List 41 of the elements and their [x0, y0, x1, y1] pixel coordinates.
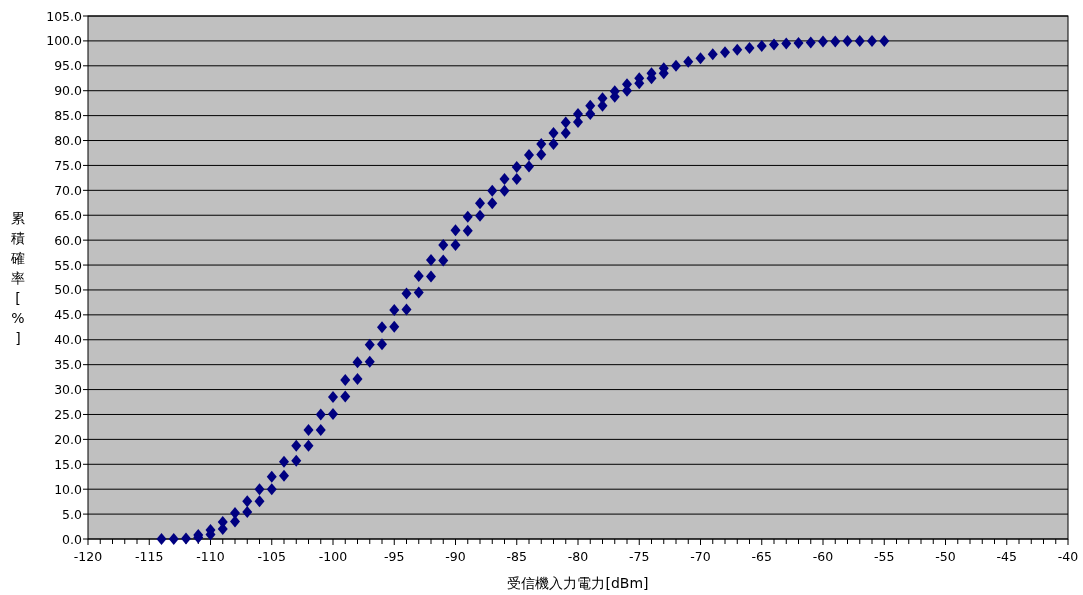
y-tick-label: 105.0 — [46, 8, 83, 24]
x-tick-label: -80 — [567, 549, 589, 564]
y-tick-label: 80.0 — [54, 133, 83, 149]
x-tick-label: -120 — [73, 549, 103, 564]
y-tick-label: 65.0 — [54, 207, 83, 223]
x-tick-label: -45 — [996, 549, 1017, 564]
x-tick-label: -65 — [751, 549, 772, 564]
x-tick-label: -105 — [257, 549, 286, 564]
x-tick-label: -100 — [318, 549, 348, 564]
x-tick-label: -70 — [690, 549, 711, 564]
x-tick-label: -95 — [384, 549, 405, 564]
y-tick-label: 30.0 — [54, 382, 83, 398]
y-axis-title: 累積確率[%] — [10, 209, 25, 346]
x-tick-label: -110 — [196, 549, 225, 564]
y-tick-label: 55.0 — [54, 257, 83, 273]
x-axis-title: 受信機入力電力[dBm] — [507, 575, 649, 591]
x-tick-label: -75 — [629, 549, 650, 564]
y-tick-label: 5.0 — [62, 506, 83, 522]
y-tick-label: 20.0 — [54, 431, 83, 447]
y-tick-label: 100.0 — [46, 33, 83, 49]
x-tick-label: -85 — [506, 549, 527, 564]
y-tick-label: 60.0 — [54, 232, 83, 248]
x-tick-label: -50 — [935, 549, 956, 564]
y-tick-label: 35.0 — [54, 357, 83, 373]
y-tick-label: 40.0 — [54, 332, 83, 348]
x-tick-label: -90 — [445, 549, 466, 564]
y-tick-label: 85.0 — [54, 108, 83, 124]
x-tick-label: -40 — [1057, 549, 1079, 564]
y-tick-label: 0.0 — [62, 531, 83, 547]
y-tick-label: 95.0 — [54, 58, 83, 74]
x-tick-label: -55 — [874, 549, 895, 564]
x-tick-label: -115 — [135, 549, 164, 564]
y-tick-label: 25.0 — [54, 406, 83, 422]
y-tick-label: 75.0 — [54, 157, 83, 173]
y-tick-label: 70.0 — [54, 182, 83, 198]
y-tick-label: 10.0 — [54, 481, 83, 497]
x-tick-label: -60 — [812, 549, 834, 564]
y-tick-label: 15.0 — [54, 456, 83, 472]
y-tick-label: 45.0 — [54, 307, 83, 323]
y-tick-label: 90.0 — [54, 83, 83, 99]
y-tick-label: 50.0 — [54, 282, 83, 298]
